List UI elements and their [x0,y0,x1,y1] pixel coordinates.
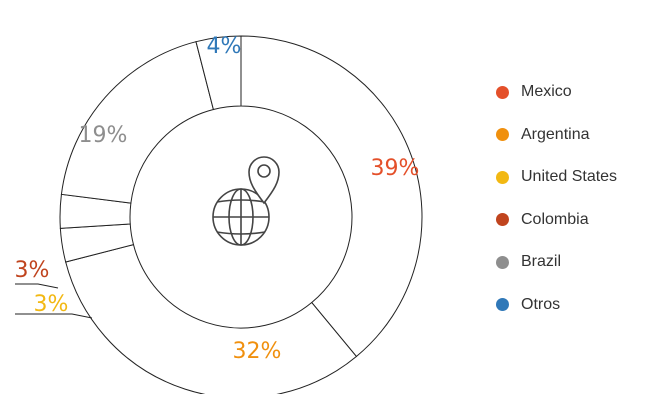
slice-label-otros: 4% [207,34,242,59]
legend-label-otros: Otros [521,295,561,313]
slice-argentina [65,243,358,394]
legend-item-brazil: Brazil [496,252,617,272]
leader-line-colombia [15,283,59,289]
legend-dot-brazil [496,255,509,269]
legend-item-mexico: Mexico [496,82,617,102]
slice-label-brazil: 19% [79,123,128,148]
slice-label-argentina: 32% [233,339,282,364]
legend: Mexico Argentina United States Colombia Braz… [496,82,617,337]
donut-slices [59,35,423,394]
legend-label-argentina: Argentina [521,125,590,143]
legend-dot-argentina [496,128,509,141]
slice-label-united-states: 3% [34,292,69,317]
legend-dot-otros [496,298,509,311]
legend-item-otros: Otros [496,295,617,315]
slice-labels: 39% 32% 3% 3% 19% 4% [15,34,420,364]
leader-line-united-states [15,313,93,319]
slice-label-colombia: 3% [15,258,50,283]
legend-dot-mexico [496,85,509,99]
slice-otros [195,35,242,111]
legend-item-colombia: Colombia [496,210,617,230]
slice-label-mexico: 39% [371,156,420,181]
legend-label-united-states: United States [521,168,618,185]
legend-item-argentina: Argentina [496,125,617,145]
legend-dot-united-states [496,170,509,184]
legend-label-brazil: Brazil [521,253,562,270]
legend-item-united-states: United States [496,167,617,187]
legend-label-mexico: Mexico [521,83,572,100]
globe-location-pin-icon [212,156,280,246]
slice-mexico [240,35,423,358]
legend-label-colombia: Colombia [521,210,589,228]
legend-dot-colombia [496,213,509,226]
